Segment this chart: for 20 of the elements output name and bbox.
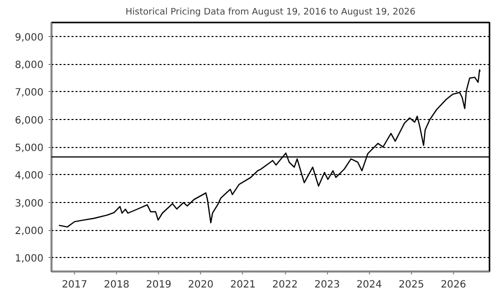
x-tick-label: 2026 bbox=[440, 280, 466, 290]
x-tick-label: 2022 bbox=[272, 280, 298, 290]
y-tick-label: 8,000 bbox=[14, 60, 44, 71]
y-tick-label: 4,000 bbox=[14, 170, 44, 182]
y-tick-label: 5,000 bbox=[14, 143, 44, 154]
y-tick-label: 7,000 bbox=[14, 88, 44, 99]
x-tick-label: 2017 bbox=[62, 280, 88, 290]
x-tick-label: 2018 bbox=[104, 280, 130, 290]
x-tick-label: 2024 bbox=[356, 280, 382, 290]
x-tick-label: 2021 bbox=[230, 280, 256, 290]
y-tick-label: 2,000 bbox=[14, 226, 44, 237]
y-tick-label: 9,000 bbox=[14, 32, 44, 44]
x-tick-label: 2019 bbox=[146, 280, 172, 290]
chart-title: Historical Pricing Data from August 19, 2016 to August 19, 2026 bbox=[126, 8, 416, 18]
x-tick-label: 2020 bbox=[188, 280, 214, 290]
y-tick-label: 1,000 bbox=[14, 254, 44, 265]
x-tick-label: 2025 bbox=[398, 280, 424, 290]
y-tick-label: 6,000 bbox=[14, 115, 44, 126]
x-tick-label: 2023 bbox=[314, 280, 340, 290]
y-tick-label: 3,000 bbox=[14, 198, 44, 210]
